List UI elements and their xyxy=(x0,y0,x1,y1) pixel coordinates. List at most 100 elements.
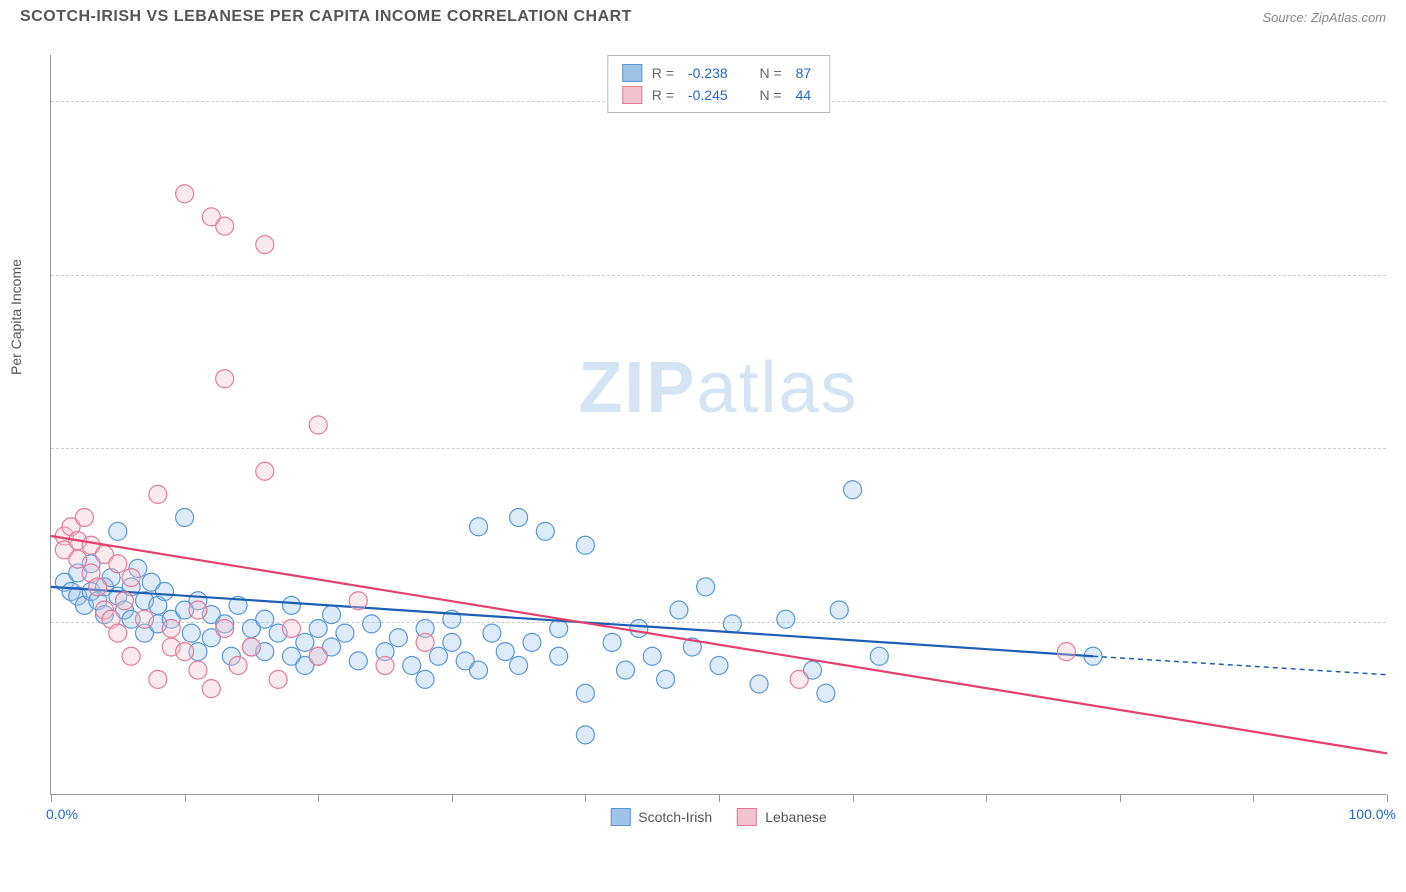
data-point xyxy=(710,657,728,675)
data-point xyxy=(136,610,154,628)
data-point xyxy=(122,647,140,665)
data-point xyxy=(483,624,501,642)
x-tick xyxy=(585,794,586,802)
chart-area: ZIPatlas Per Capita Income $37,500$75,00… xyxy=(50,55,1386,795)
n-label: N = xyxy=(759,87,781,103)
data-point xyxy=(376,657,394,675)
data-point xyxy=(643,647,661,665)
x-tick xyxy=(452,794,453,802)
data-point xyxy=(777,610,795,628)
data-point xyxy=(403,657,421,675)
data-point xyxy=(242,638,260,656)
data-point xyxy=(603,633,621,651)
data-point xyxy=(202,680,220,698)
legend-row: R = -0.238 N = 87 xyxy=(622,62,815,84)
data-point xyxy=(750,675,768,693)
data-point xyxy=(109,624,127,642)
data-point xyxy=(363,615,381,633)
chart-title: SCOTCH-IRISH VS LEBANESE PER CAPITA INCO… xyxy=(20,8,632,26)
data-point xyxy=(176,643,194,661)
legend-row: R =-0.245 N =44 xyxy=(622,84,815,106)
legend-swatch xyxy=(610,808,630,826)
data-point xyxy=(189,661,207,679)
data-point xyxy=(429,647,447,665)
x-tick xyxy=(1253,794,1254,802)
n-value: 87 xyxy=(796,65,812,81)
data-point xyxy=(349,652,367,670)
data-point xyxy=(162,620,180,638)
data-point xyxy=(176,185,194,203)
data-point xyxy=(790,670,808,688)
data-point xyxy=(75,509,93,527)
data-point xyxy=(550,620,568,638)
data-point xyxy=(156,583,174,601)
data-point xyxy=(69,550,87,568)
r-value: -0.238 xyxy=(688,65,728,81)
legend-swatch xyxy=(737,808,757,826)
scatter-plot xyxy=(51,55,1386,794)
data-point xyxy=(149,670,167,688)
data-point xyxy=(817,684,835,702)
data-point xyxy=(309,647,327,665)
data-point xyxy=(576,726,594,744)
data-point xyxy=(256,610,274,628)
data-point xyxy=(697,578,715,596)
data-point xyxy=(282,596,300,614)
data-point xyxy=(830,601,848,619)
data-point xyxy=(309,416,327,434)
data-point xyxy=(269,670,287,688)
data-point xyxy=(109,522,127,540)
trend-line-extension xyxy=(1093,656,1387,675)
data-point xyxy=(523,633,541,651)
data-point xyxy=(416,670,434,688)
data-point xyxy=(216,370,234,388)
data-point xyxy=(336,624,354,642)
y-tick-label: $150,000 xyxy=(1396,93,1406,109)
data-point xyxy=(216,217,234,235)
x-axis-max-label: 100.0% xyxy=(1349,806,1396,822)
x-tick xyxy=(1387,794,1388,802)
x-tick xyxy=(51,794,52,802)
data-point xyxy=(109,555,127,573)
x-tick xyxy=(318,794,319,802)
data-point xyxy=(282,620,300,638)
x-tick xyxy=(185,794,186,802)
source-label: Source: ZipAtlas.com xyxy=(1262,10,1386,25)
data-point xyxy=(229,657,247,675)
data-point xyxy=(536,522,554,540)
data-point xyxy=(443,633,461,651)
r-value: -0.245 xyxy=(688,87,728,103)
data-point xyxy=(657,670,675,688)
x-tick xyxy=(853,794,854,802)
n-value: 44 xyxy=(796,87,812,103)
data-point xyxy=(616,661,634,679)
data-point xyxy=(576,684,594,702)
data-point xyxy=(115,592,133,610)
series-legend: Scotch-IrishLebanese xyxy=(610,808,826,826)
y-axis-title: Per Capita Income xyxy=(8,259,24,375)
y-tick-label: $112,500 xyxy=(1396,267,1406,283)
data-point xyxy=(470,518,488,536)
data-point xyxy=(296,633,314,651)
data-point xyxy=(576,536,594,554)
data-point xyxy=(149,485,167,503)
data-point xyxy=(470,661,488,679)
r-label: R = xyxy=(652,65,674,81)
data-point xyxy=(496,643,514,661)
legend-swatch xyxy=(622,64,642,82)
data-point xyxy=(176,509,194,527)
data-point xyxy=(1057,643,1075,661)
n-label: N = xyxy=(759,65,781,81)
correlation-legend: R = -0.238 N = 87R = -0.245 N = 44 xyxy=(607,55,830,113)
data-point xyxy=(416,633,434,651)
x-axis-min-label: 0.0% xyxy=(46,806,78,822)
data-point xyxy=(349,592,367,610)
x-tick xyxy=(1120,794,1121,802)
x-tick xyxy=(719,794,720,802)
y-tick-label: $37,500 xyxy=(1396,614,1406,630)
data-point xyxy=(389,629,407,647)
data-point xyxy=(510,509,528,527)
data-point xyxy=(89,578,107,596)
data-point xyxy=(122,569,140,587)
data-point xyxy=(870,647,888,665)
